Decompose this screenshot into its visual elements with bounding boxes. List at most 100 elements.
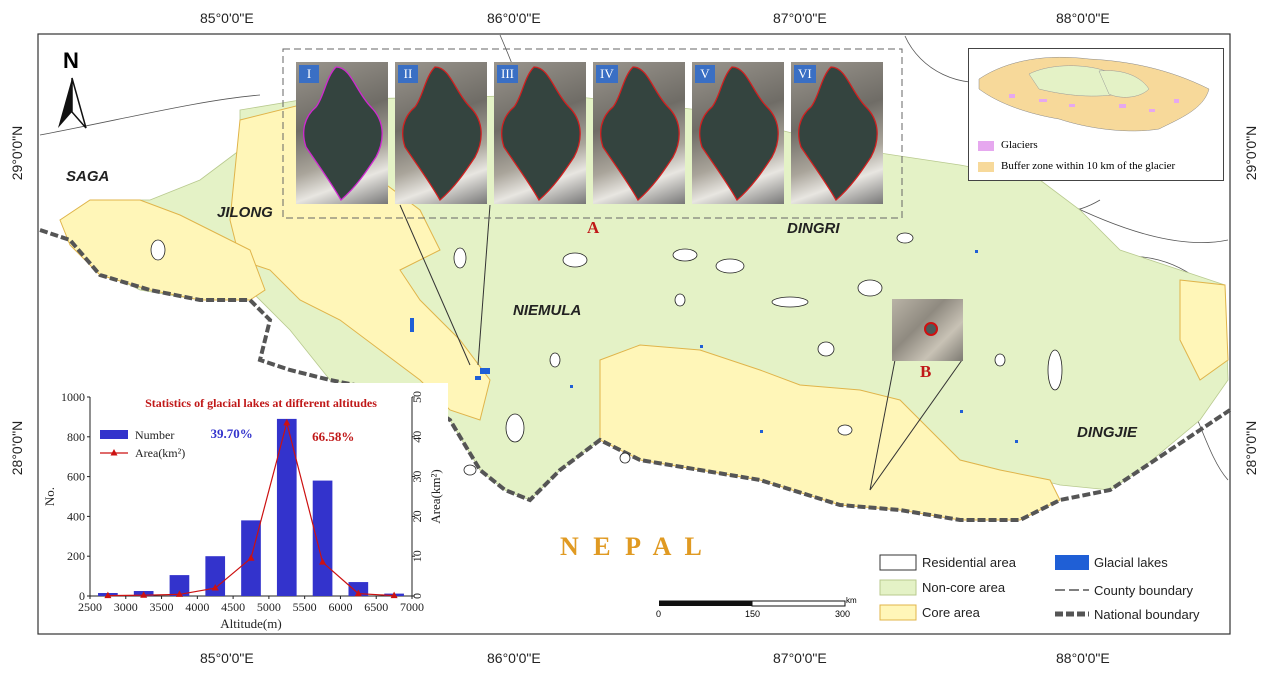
core-area-se [1179, 279, 1229, 381]
north-arrow-icon [58, 77, 87, 129]
chart-y2-label: Area(km²) [428, 469, 443, 523]
chart-x-tick-label: 7000 [400, 600, 424, 614]
legend-lakes: Glacial lakes [1094, 555, 1168, 570]
coord-left-28: 28°0'0"N [9, 420, 25, 476]
chart-x-tick-label: 6000 [328, 600, 352, 614]
region-nepal: N E P A L [560, 532, 706, 561]
chart-y2-tick-label: 40 [410, 431, 424, 443]
altitude-chart: 2500 3000 3500 4000 4500 5000 5500 6000 6500 7000… [40, 383, 448, 633]
chart-legend-bar-swatch [100, 430, 128, 439]
chart-title: Statistics of glacial lakes at different… [145, 396, 377, 410]
chart-legend-area: Area(km²) [135, 446, 185, 460]
chart-bar [312, 480, 333, 596]
coord-bottom-88: 88°0'0"E [1056, 650, 1110, 666]
core-area [229, 104, 491, 421]
chart-annotation-area-pct: 66.58% [312, 429, 354, 444]
inset-panel-label: V [695, 65, 715, 83]
coord-right-29: 29°0'0"N [1243, 125, 1259, 181]
chart-x-tick-label: 3500 [150, 600, 174, 614]
national-boundary [39, 228, 1232, 522]
inset-panel-1: I [296, 62, 388, 204]
chart-area-point [390, 591, 398, 599]
chart-area-point [140, 591, 148, 598]
inset-lake-outline [402, 66, 482, 202]
scale-unit: km [846, 596, 857, 605]
inset-lake-outline [699, 66, 779, 202]
inset-b-lake-marker [924, 322, 938, 336]
region-dingjie: DINGJIE [1077, 424, 1138, 441]
chart-y-tick-label: 600 [67, 470, 85, 484]
inset-lake-outline [600, 66, 680, 202]
inset-panel-label: II [398, 65, 418, 83]
callout-b: B [920, 362, 932, 381]
chart-y2-tick-label: 20 [410, 510, 424, 522]
chart-y-tick-label: 400 [67, 509, 85, 523]
coord-top-86: 86°0'0"E [487, 10, 541, 26]
chart-area-point [319, 558, 327, 565]
legend-noncore: Non-core area [922, 580, 1006, 595]
scale-tick-150: 150 [745, 609, 761, 619]
inset-panel-label: III [497, 65, 518, 83]
region-saga: SAGA [66, 168, 110, 185]
glacial-lakes [410, 250, 1018, 443]
chart-x-tick-label: 4500 [221, 600, 245, 614]
region-dingri: DINGRI [787, 220, 840, 237]
inset-panel-label: IV [596, 65, 618, 83]
inset-panel-3: III [494, 62, 586, 204]
chart-x-tick-label: 3000 [114, 600, 138, 614]
coord-top-85: 85°0'0"E [200, 10, 254, 26]
chart-y-label: No. [42, 487, 57, 506]
chart-x-tick-label: 5000 [257, 600, 281, 614]
scale-tick-300: 300 [835, 609, 851, 619]
chart-x-tick-label: 2500 [78, 600, 102, 614]
overview-inset: Glaciers Buffer zone within 10 km of the… [968, 48, 1224, 181]
chart-legend-line-marker [110, 449, 118, 456]
chart-annotation-number-pct: 39.70% [211, 426, 253, 441]
chart-area-point [104, 591, 112, 599]
coord-left-29: 29°0'0"N [9, 125, 25, 181]
inset-b-image [892, 299, 963, 361]
chart-bar [205, 556, 226, 596]
chart-svg: 2500 3000 3500 4000 4500 5000 5500 6000 6500 7000… [42, 390, 443, 631]
coord-bottom-85: 85°0'0"E [200, 650, 254, 666]
chart-x-tick-label: 6500 [364, 600, 388, 614]
inset-panel-5: V [692, 62, 784, 204]
chart-x-tick-label: 4000 [185, 600, 209, 614]
inset-panel-label: I [299, 65, 319, 83]
coord-top-88: 88°0'0"E [1056, 10, 1110, 26]
inset-panels: I II III IV V VI [296, 62, 892, 204]
legend-national: National boundary [1094, 607, 1200, 622]
chart-area-point [211, 584, 219, 591]
chart-legend-number: Number [135, 428, 174, 442]
chart-x-label: Altitude(m) [220, 616, 281, 631]
chart-y2-tick-label: 0 [410, 593, 424, 599]
coord-bottom-87: 87°0'0"E [773, 650, 827, 666]
scale-bar [659, 600, 846, 607]
zoom-lines [399, 204, 963, 491]
legend-core: Core area [922, 605, 980, 620]
inset-lake-outline [501, 66, 581, 202]
overview-legend-glaciers: Glaciers [1001, 139, 1038, 151]
chart-y2-tick-label: 50 [410, 391, 424, 403]
chart-bar [169, 575, 190, 596]
chart-y2-tick-label: 10 [410, 550, 424, 562]
chart-y2-tick-label: 30 [410, 471, 424, 483]
coord-right-28: 28°0'0"N [1243, 420, 1259, 476]
coord-bottom-86: 86°0'0"E [487, 650, 541, 666]
chart-x-tick-label: 5500 [293, 600, 317, 614]
region-niemula: NIEMULA [513, 302, 582, 319]
coord-top-87: 87°0'0"E [773, 10, 827, 26]
chart-area-point [283, 418, 291, 426]
chart-y-tick-label: 1000 [61, 390, 85, 404]
inset-panel-label: VI [794, 65, 816, 83]
inset-panel-6: VI [791, 62, 883, 204]
scale-tick-0: 0 [656, 609, 662, 619]
inset-lake-outline [798, 66, 878, 202]
inset-panel-4: IV [593, 62, 685, 204]
chart-bar [348, 582, 369, 596]
chart-y-tick-label: 0 [79, 589, 85, 603]
legend-residential: Residential area [922, 555, 1016, 570]
overview-legend-buffer: Buffer zone within 10 km of the glacier [1001, 160, 1176, 172]
legend-symbols [879, 554, 1089, 621]
chart-y-tick-label: 800 [67, 430, 85, 444]
